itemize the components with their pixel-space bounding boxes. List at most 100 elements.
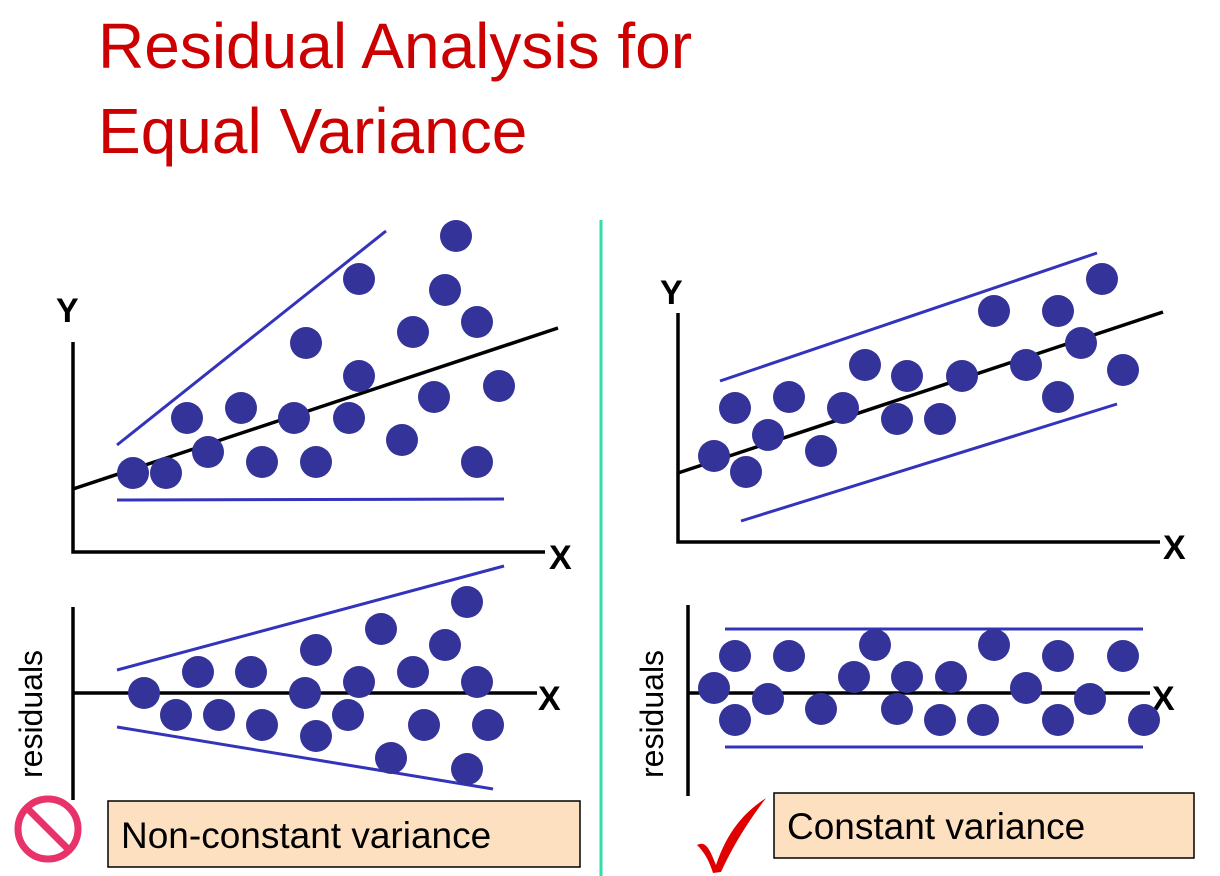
right-residual-point xyxy=(752,683,784,715)
left-residual-point xyxy=(343,666,375,698)
right-residual-point xyxy=(1074,683,1106,715)
right-scatter-point xyxy=(891,360,923,392)
right-residual-point xyxy=(891,661,923,693)
right-residual-points xyxy=(698,629,1160,736)
right-y-axis-label: Y xyxy=(660,274,683,312)
left-residual-point xyxy=(246,709,278,741)
left-residual-points xyxy=(128,586,504,785)
right-residual-point xyxy=(859,629,891,661)
title-line-2: Equal Variance xyxy=(98,95,527,167)
left-residual-point xyxy=(461,666,493,698)
right-residual-point xyxy=(1128,704,1160,736)
right-scatter-point xyxy=(924,403,956,435)
left-scatter-point xyxy=(278,402,310,434)
right-scatter-point xyxy=(1086,263,1118,295)
left-residual-point xyxy=(289,677,321,709)
left-scatter-point xyxy=(300,446,332,478)
right-scatter-point xyxy=(773,381,805,413)
right-residual-point xyxy=(1042,640,1074,672)
left-upper-envelope xyxy=(116,229,387,447)
right-caption: Constant variance xyxy=(787,806,1085,847)
right-residual-point xyxy=(967,704,999,736)
left-scatter-point xyxy=(150,457,182,489)
left-residual-point xyxy=(365,613,397,645)
left-residual-point xyxy=(408,709,440,741)
right-scatter-point xyxy=(1010,349,1042,381)
left-scatter-point xyxy=(483,370,515,402)
left-scatter-point xyxy=(440,220,472,252)
right-scatter-point xyxy=(1042,381,1074,413)
left-scatter-point xyxy=(225,392,257,424)
right-scatter-point xyxy=(730,456,762,488)
left-scatter-point xyxy=(246,446,278,478)
left-residual-point xyxy=(235,656,267,688)
right-residual-point xyxy=(773,640,805,672)
left-panel: Y X X residuals Non-constant variance xyxy=(13,220,581,868)
left-scatter-point xyxy=(343,263,375,295)
right-scatter-point xyxy=(719,392,751,424)
right-scatter-point xyxy=(1065,327,1097,359)
left-scatter-point xyxy=(171,402,203,434)
left-scatter-point xyxy=(333,402,365,434)
left-residual-point xyxy=(451,586,483,618)
right-residual-x-label: X xyxy=(1152,680,1175,718)
left-scatter-point xyxy=(290,327,322,359)
right-residual-point xyxy=(1107,640,1139,672)
left-scatter-point xyxy=(343,360,375,392)
left-residual-point xyxy=(128,677,160,709)
right-lower-envelope xyxy=(740,402,1118,523)
left-residual-point xyxy=(429,629,461,661)
left-regression-line xyxy=(72,326,559,491)
right-residual-point xyxy=(698,672,730,704)
right-x-axis-label: X xyxy=(1163,529,1186,567)
left-residual-upper-envelope xyxy=(116,564,505,672)
right-residual-point xyxy=(935,661,967,693)
left-scatter-point xyxy=(461,446,493,478)
right-residual-point xyxy=(1042,704,1074,736)
checkmark-icon xyxy=(697,798,766,873)
left-residual-point xyxy=(300,634,332,666)
left-scatter-point xyxy=(397,316,429,348)
right-residual-plot: X residuals xyxy=(634,605,1175,796)
left-residual-point xyxy=(397,656,429,688)
left-scatter-point xyxy=(461,306,493,338)
title-line-1: Residual Analysis for xyxy=(98,10,692,82)
right-residual-axis-label: residuals xyxy=(634,650,670,778)
right-scatter-point xyxy=(881,403,913,435)
left-scatter-point xyxy=(429,274,461,306)
left-scatter-point xyxy=(386,424,418,456)
left-residual-point xyxy=(375,742,407,774)
left-scatter-plot: Y X xyxy=(56,220,572,577)
right-scatter-point xyxy=(698,440,730,472)
left-residual-plot: X residuals xyxy=(13,564,561,800)
right-residual-point xyxy=(881,693,913,725)
prohibited-icon xyxy=(14,795,82,863)
right-scatter-point xyxy=(849,349,881,381)
right-panel: Y X X residuals Constant variance xyxy=(634,251,1195,873)
left-lower-envelope xyxy=(116,497,505,502)
right-residual-point xyxy=(1010,672,1042,704)
left-residual-point xyxy=(182,656,214,688)
left-scatter-point xyxy=(418,381,450,413)
right-residual-point xyxy=(924,704,956,736)
right-scatter-point xyxy=(752,419,784,451)
right-scatter-point xyxy=(1042,295,1074,327)
right-scatter-point xyxy=(1107,354,1139,386)
right-caption-box: Constant variance xyxy=(773,792,1195,859)
right-residual-point xyxy=(978,629,1010,661)
left-residual-point xyxy=(472,709,504,741)
left-residual-x-label: X xyxy=(538,680,561,718)
left-residual-point xyxy=(160,699,192,731)
left-x-axis-label: X xyxy=(549,539,572,577)
left-scatter-point xyxy=(192,436,224,468)
left-residual-point xyxy=(451,753,483,785)
right-residual-point xyxy=(838,661,870,693)
left-scatter-points xyxy=(117,220,515,489)
left-residual-point xyxy=(300,720,332,752)
left-residual-point xyxy=(203,699,235,731)
right-scatter-point xyxy=(805,435,837,467)
right-scatter-plot: Y X xyxy=(660,251,1186,567)
right-scatter-point xyxy=(978,295,1010,327)
left-residual-lower-envelope xyxy=(116,725,494,791)
